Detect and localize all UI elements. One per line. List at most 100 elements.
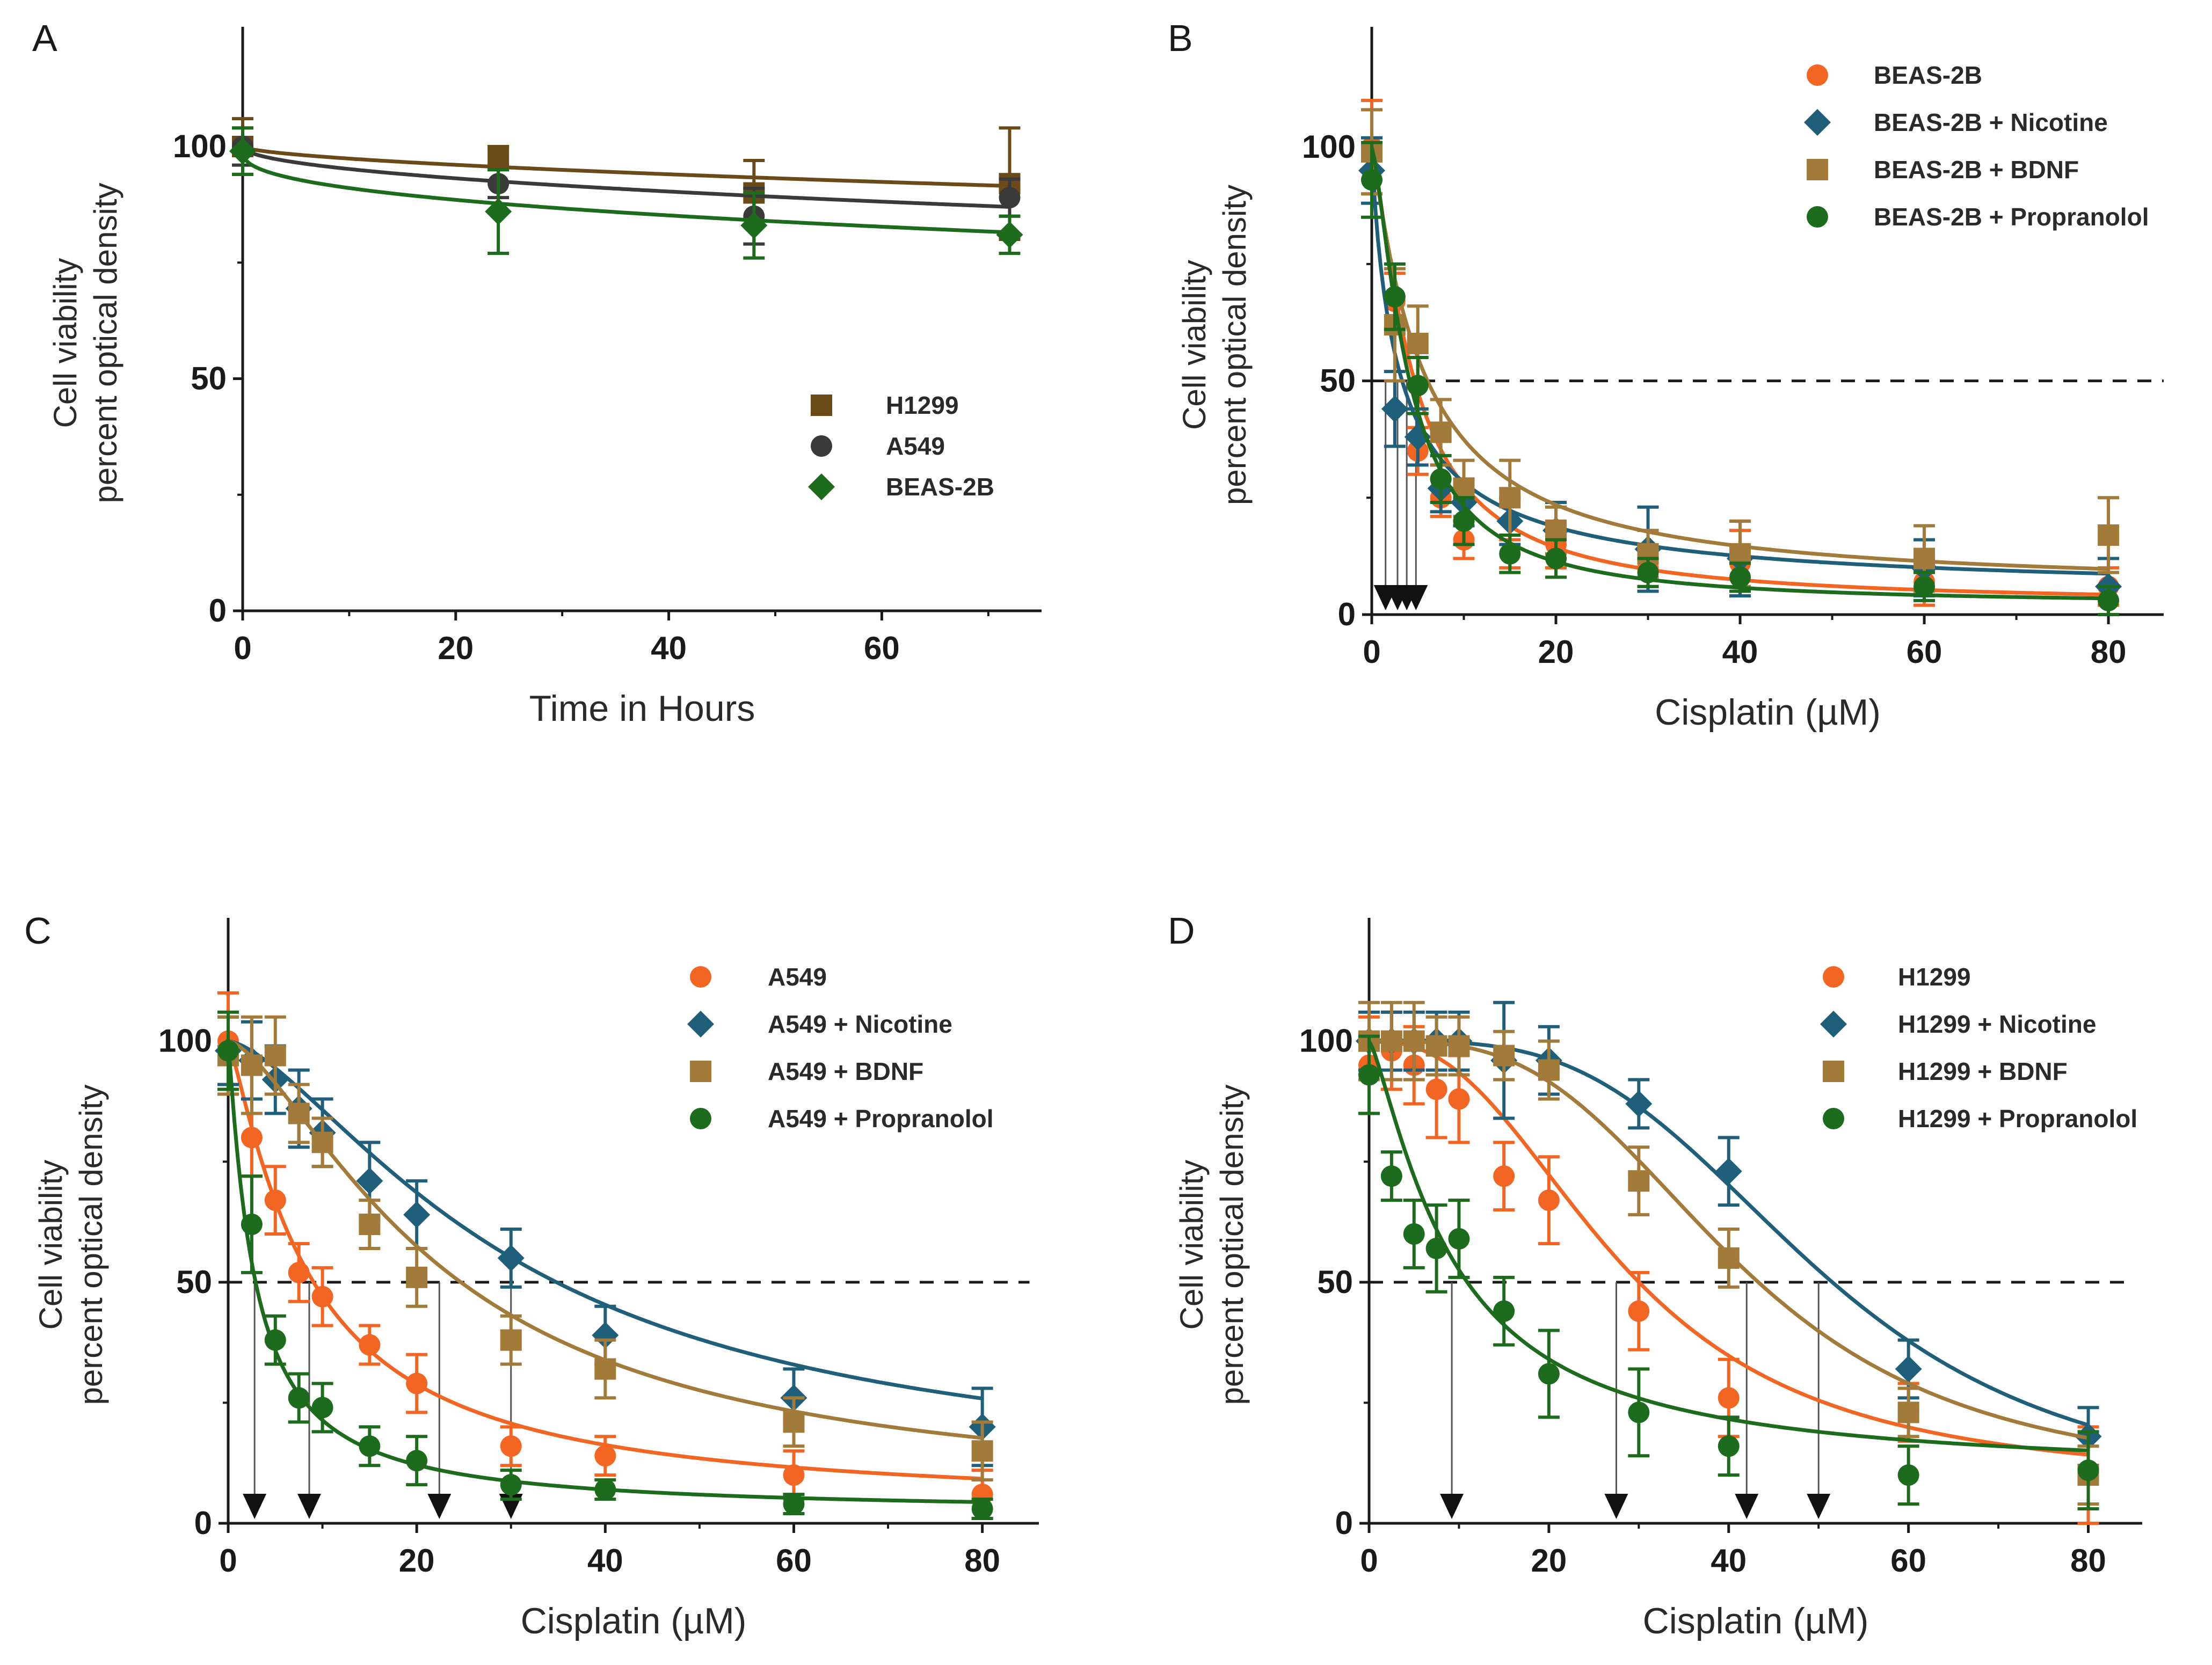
panel-label: B	[1168, 17, 1193, 59]
data-point	[1430, 421, 1452, 443]
legend: A549 A549 + Nicotine A549 + BDNF A549 + Pro…	[687, 963, 994, 1133]
data-point	[1499, 487, 1521, 509]
x-tick-label: 40	[651, 630, 687, 666]
y-tick-label: 100	[158, 1023, 212, 1059]
data-point	[971, 1440, 993, 1462]
data-point	[264, 1045, 286, 1067]
y-axis-label-line1: Cell viability	[33, 1160, 69, 1330]
data-point	[1403, 1223, 1425, 1245]
x-tick-label: 20	[1538, 634, 1574, 670]
data-point	[1625, 1090, 1653, 1118]
data-point	[356, 1167, 383, 1195]
y-axis-label-line2: percent optical density	[88, 182, 123, 503]
data-point	[1538, 1363, 1560, 1385]
data-point	[971, 1498, 993, 1520]
data-point	[1453, 510, 1475, 532]
fit-curve	[242, 144, 1010, 188]
y-axis-label-line2: percent optical density	[73, 1084, 109, 1405]
data-point	[1538, 1059, 1560, 1081]
data-point	[2098, 589, 2120, 611]
y-axis-label-line1: Cell viability	[47, 258, 83, 428]
legend-marker	[1807, 159, 1828, 180]
ic50-arrow-head	[1404, 585, 1428, 610]
series-h1299-bdnf	[1358, 1001, 2099, 1506]
data-point	[241, 1127, 263, 1149]
data-point	[1715, 1158, 1742, 1185]
data-point	[406, 1450, 428, 1472]
x-tick-label: 20	[438, 630, 474, 666]
legend-marker	[687, 1011, 714, 1038]
legend-marker	[811, 395, 832, 416]
legend-label: H1299	[1898, 963, 1971, 991]
data-point	[1545, 547, 1567, 569]
data-point	[1425, 1237, 1447, 1259]
data-point	[311, 1286, 333, 1308]
legend-label: A549	[886, 432, 945, 460]
data-point	[1493, 1165, 1515, 1187]
data-point	[1913, 575, 1936, 597]
x-axis-label: Time in Hours	[529, 688, 755, 729]
x-tick-label: 0	[1363, 634, 1380, 670]
panel-a: A 0 50 100 0 20 40 60 Time in Hours Cell viabilit…	[32, 17, 1042, 729]
x-tick-label: 60	[864, 630, 900, 666]
data-point	[1897, 1464, 1919, 1486]
data-point	[1718, 1247, 1740, 1269]
ic50-arrow-head	[1604, 1494, 1628, 1519]
data-point	[406, 1372, 428, 1394]
y-tick-label: 100	[173, 128, 227, 164]
data-point	[1384, 286, 1406, 308]
legend-marker	[1807, 64, 1828, 86]
data-point	[500, 1329, 522, 1351]
ic50-arrow-head	[297, 1494, 321, 1519]
data-point	[1628, 1401, 1650, 1423]
ic50-arrow-head	[1735, 1494, 1759, 1519]
fit-curve	[241, 150, 1010, 235]
data-point	[1361, 169, 1382, 191]
ic50-arrow-head	[1440, 1494, 1464, 1519]
ic50-arrow-head	[427, 1494, 452, 1519]
x-tick-label: 0	[1360, 1543, 1378, 1579]
data-point	[592, 1321, 619, 1349]
y-tick-label: 100	[1299, 1023, 1353, 1059]
legend-marker	[1820, 1011, 1847, 1038]
legend-label: BEAS-2B	[886, 473, 994, 501]
y-tick-label: 50	[1317, 1264, 1353, 1300]
data-point	[264, 1329, 286, 1351]
legend-marker	[1823, 1108, 1844, 1129]
y-axis-label-line2: percent optical density	[1214, 1084, 1250, 1405]
legend-label: A549 + Propranolol	[768, 1105, 994, 1133]
legend-marker	[811, 435, 832, 457]
data-point	[783, 1464, 805, 1486]
data-point	[999, 187, 1021, 209]
x-axis-label: Cisplatin (µM)	[1643, 1601, 1869, 1641]
data-point	[311, 1131, 333, 1153]
data-point	[2098, 524, 2120, 546]
data-point	[500, 1435, 522, 1457]
data-point	[1425, 1035, 1447, 1057]
panel-label: D	[1168, 910, 1195, 952]
panel-label: C	[24, 910, 52, 952]
legend-label: BEAS-2B + BDNF	[1874, 156, 2079, 184]
legend-label: H1299 + Nicotine	[1898, 1010, 2096, 1038]
legend-marker	[808, 473, 835, 500]
data-point	[2077, 1459, 2099, 1481]
data-point	[1895, 1355, 1922, 1383]
series-a549-propranolol	[217, 1010, 993, 1521]
data-point	[241, 1214, 263, 1236]
data-point	[1407, 375, 1429, 397]
x-tick-label: 0	[234, 630, 251, 666]
data-point	[740, 212, 768, 239]
data-point	[264, 1189, 286, 1211]
series-h1299	[232, 117, 1021, 241]
legend: H1299 H1299 + Nicotine H1299 + BDNF H1299 +…	[1820, 963, 2137, 1133]
data-point	[594, 1358, 616, 1380]
data-point	[487, 145, 510, 167]
data-point	[403, 1201, 431, 1229]
fit-curve	[241, 145, 1010, 209]
data-point	[359, 1334, 381, 1356]
x-tick-label: 20	[1531, 1543, 1567, 1579]
y-axis-label-line2: percent optical density	[1217, 185, 1253, 505]
data-point	[1538, 1189, 1560, 1211]
data-point	[1628, 1300, 1650, 1322]
data-point	[217, 1040, 239, 1062]
